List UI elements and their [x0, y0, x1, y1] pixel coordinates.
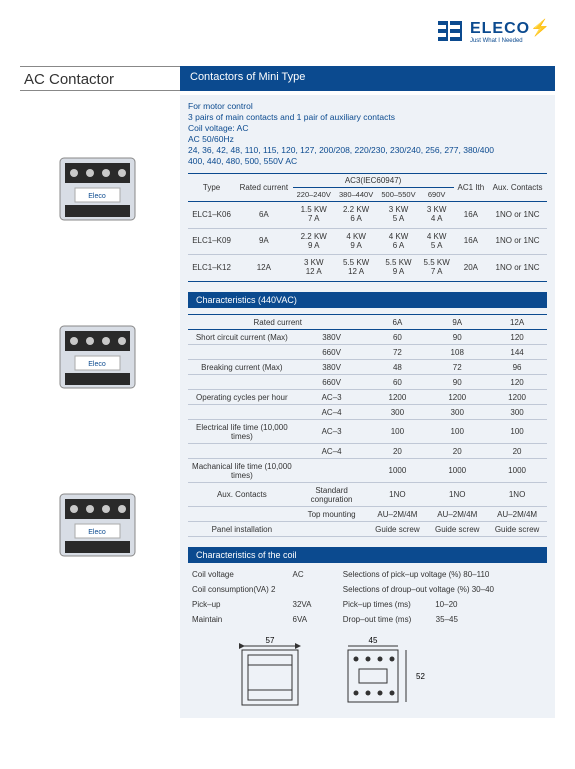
svg-text:Eleco: Eleco — [88, 361, 106, 368]
brand-tagline: Just What I Needed — [470, 38, 551, 44]
diagram-front: 45 52 — [338, 635, 438, 710]
col-ac1: AC1 Ith — [454, 174, 488, 202]
coil-table: Coil voltageACSelections of pick–up volt… — [188, 567, 547, 627]
page-title: AC Contactor — [20, 66, 180, 91]
product-image-1: Eleco — [50, 143, 150, 233]
dimension-diagrams: 57 45 52 — [188, 635, 547, 710]
content-panel: For motor control3 pairs of main contact… — [180, 95, 555, 718]
intro-block: For motor control3 pairs of main contact… — [188, 101, 547, 167]
col-rated-current: Rated current — [235, 174, 292, 202]
svg-text:Eleco: Eleco — [88, 193, 106, 200]
product-images-column: Eleco Eleco Eleco — [20, 95, 180, 718]
logo-icon — [438, 19, 466, 43]
ratings-table: Type Rated current AC3(IEC60947) AC1 Ith… — [188, 173, 547, 282]
product-image-2: Eleco — [50, 311, 150, 401]
characteristics-table: Rated current 6A 9A 12A Short circuit cu… — [188, 314, 547, 537]
col-type: Type — [188, 174, 235, 202]
diagram-side: 57 — [228, 635, 318, 710]
header-row: AC Contactor Contactors of Mini Type — [20, 66, 555, 91]
product-image-3: Eleco — [50, 479, 150, 569]
svg-text:57: 57 — [266, 636, 275, 645]
svg-text:45: 45 — [369, 636, 378, 645]
page-subtitle: Contactors of Mini Type — [180, 66, 555, 91]
characteristics-title: Characteristics (440VAC) — [188, 292, 547, 308]
col-aux: Aux. Contacts — [488, 174, 547, 202]
svg-text:Eleco: Eleco — [88, 529, 106, 536]
coil-title: Characteristics of the coil — [188, 547, 547, 563]
col-ac3: AC3(IEC60947) — [293, 174, 454, 188]
brand-logo: ELECO⚡ Just What I Needed — [438, 18, 551, 44]
svg-text:52: 52 — [416, 672, 425, 681]
brand-name: ELECO⚡ — [470, 18, 551, 38]
